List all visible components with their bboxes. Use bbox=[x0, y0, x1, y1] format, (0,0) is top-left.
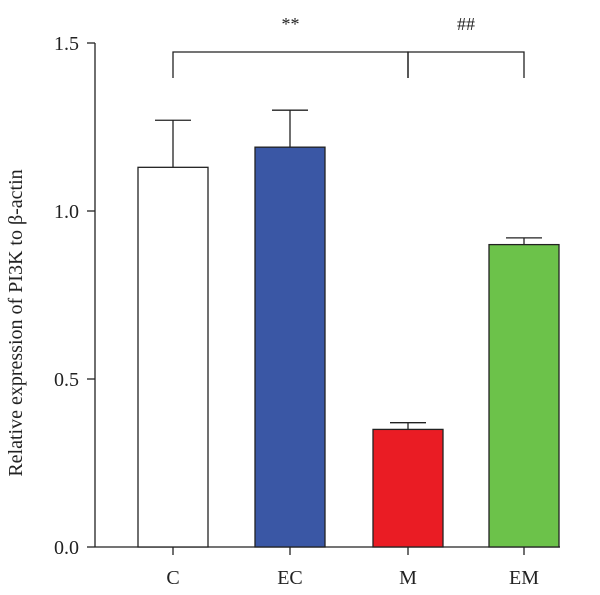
significance-bracket bbox=[407, 51, 525, 78]
significance-label: ** bbox=[282, 14, 300, 34]
significance-bracket bbox=[172, 51, 409, 78]
bar-m bbox=[372, 428, 444, 548]
x-tick-label: EM bbox=[509, 567, 539, 589]
x-axis: C EC M EM bbox=[95, 546, 560, 589]
significance-brackets: ** ## bbox=[172, 14, 525, 78]
y-axis: 0.0 0.5 1.0 1.5 bbox=[54, 33, 96, 559]
y-tick-label: 1.0 bbox=[54, 201, 79, 223]
y-axis-title: Relative expression of PI3K to β-actin bbox=[5, 169, 27, 476]
x-tick-label: C bbox=[166, 567, 179, 589]
bar-em bbox=[488, 243, 560, 548]
bar-ec bbox=[254, 146, 326, 548]
bar-c bbox=[137, 166, 209, 548]
y-tick-label: 1.5 bbox=[54, 33, 79, 55]
x-tick-label: M bbox=[399, 567, 417, 589]
error-bars bbox=[155, 109, 542, 430]
significance-label: ## bbox=[457, 14, 475, 34]
x-tick-label: EC bbox=[277, 567, 303, 589]
y-tick-label: 0.5 bbox=[54, 369, 79, 391]
y-tick-label: 0.0 bbox=[54, 537, 79, 559]
bars bbox=[137, 146, 560, 548]
